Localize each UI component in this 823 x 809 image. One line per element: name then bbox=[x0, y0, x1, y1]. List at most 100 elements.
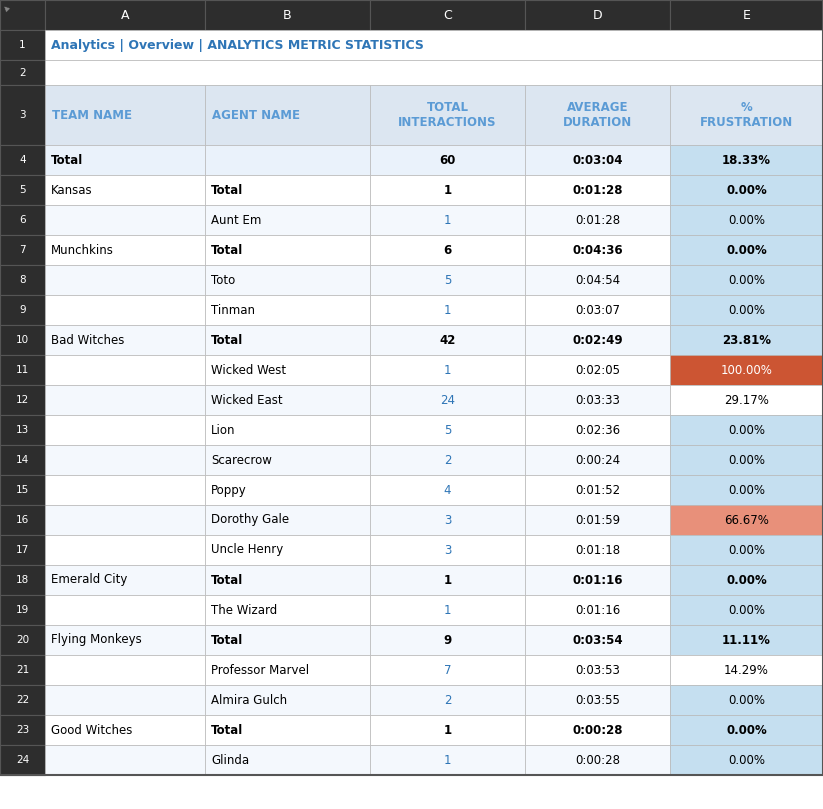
Text: 1: 1 bbox=[444, 604, 451, 616]
Text: 16: 16 bbox=[16, 515, 29, 525]
Bar bbox=[205, 445, 370, 475]
Bar bbox=[45, 355, 205, 385]
Text: 0:00:28: 0:00:28 bbox=[572, 723, 623, 736]
Text: 14.29%: 14.29% bbox=[724, 663, 769, 676]
Text: 0.00%: 0.00% bbox=[726, 723, 767, 736]
Bar bbox=[525, 505, 670, 535]
Bar bbox=[0, 175, 45, 205]
Bar bbox=[0, 85, 45, 145]
Bar bbox=[525, 85, 670, 145]
Bar bbox=[525, 475, 670, 505]
Bar bbox=[670, 0, 823, 30]
Text: 10: 10 bbox=[16, 335, 29, 345]
Bar bbox=[0, 60, 45, 85]
Bar bbox=[0, 205, 45, 235]
Bar bbox=[525, 595, 670, 625]
Bar bbox=[0, 295, 45, 325]
Bar bbox=[205, 85, 370, 145]
Bar bbox=[370, 85, 525, 145]
Text: Professor Marvel: Professor Marvel bbox=[211, 663, 309, 676]
Bar bbox=[45, 745, 205, 775]
Bar bbox=[525, 415, 670, 445]
Bar bbox=[45, 595, 205, 625]
Text: 0:03:04: 0:03:04 bbox=[572, 154, 623, 167]
Bar bbox=[205, 715, 370, 745]
Text: Total: Total bbox=[211, 633, 244, 646]
Text: 0.00%: 0.00% bbox=[728, 484, 765, 497]
Bar bbox=[670, 325, 823, 355]
Bar bbox=[670, 85, 823, 145]
Text: 2: 2 bbox=[444, 693, 451, 706]
Text: 20: 20 bbox=[16, 635, 29, 645]
Bar bbox=[525, 655, 670, 685]
Bar bbox=[0, 445, 45, 475]
Text: 0.00%: 0.00% bbox=[728, 454, 765, 467]
Text: 0.00%: 0.00% bbox=[728, 544, 765, 557]
Bar bbox=[205, 595, 370, 625]
Bar bbox=[205, 535, 370, 565]
Text: 3: 3 bbox=[444, 514, 451, 527]
Text: 100.00%: 100.00% bbox=[721, 363, 773, 376]
Text: 0.00%: 0.00% bbox=[728, 693, 765, 706]
Text: 11: 11 bbox=[16, 365, 29, 375]
Text: Total: Total bbox=[211, 574, 244, 587]
Bar bbox=[525, 355, 670, 385]
Text: 5: 5 bbox=[19, 185, 26, 195]
Text: E: E bbox=[742, 9, 751, 22]
Text: Wicked East: Wicked East bbox=[211, 393, 282, 406]
Text: 29.17%: 29.17% bbox=[724, 393, 769, 406]
Bar bbox=[670, 535, 823, 565]
Bar bbox=[0, 325, 45, 355]
Bar bbox=[370, 385, 525, 415]
Bar bbox=[370, 715, 525, 745]
Bar bbox=[205, 265, 370, 295]
Text: 14: 14 bbox=[16, 455, 29, 465]
Text: 0:03:33: 0:03:33 bbox=[575, 393, 620, 406]
Text: 0.00%: 0.00% bbox=[728, 303, 765, 316]
Bar bbox=[370, 175, 525, 205]
Text: 2: 2 bbox=[444, 454, 451, 467]
Text: 19: 19 bbox=[16, 605, 29, 615]
Bar bbox=[205, 385, 370, 415]
Bar bbox=[0, 0, 45, 30]
Text: AGENT NAME: AGENT NAME bbox=[212, 108, 300, 121]
Text: 0:01:18: 0:01:18 bbox=[575, 544, 620, 557]
Bar bbox=[45, 715, 205, 745]
Text: 0:02:49: 0:02:49 bbox=[572, 333, 623, 346]
Bar bbox=[670, 385, 823, 415]
Bar bbox=[370, 685, 525, 715]
Bar bbox=[370, 295, 525, 325]
Bar bbox=[205, 355, 370, 385]
Bar bbox=[525, 625, 670, 655]
Text: 1: 1 bbox=[444, 214, 451, 227]
Bar bbox=[525, 175, 670, 205]
Text: B: B bbox=[283, 9, 292, 22]
Text: D: D bbox=[593, 9, 602, 22]
Bar bbox=[45, 565, 205, 595]
Bar bbox=[0, 715, 45, 745]
Text: 23.81%: 23.81% bbox=[722, 333, 771, 346]
Text: 0:01:28: 0:01:28 bbox=[572, 184, 623, 197]
Bar bbox=[0, 565, 45, 595]
Bar bbox=[670, 745, 823, 775]
Bar bbox=[525, 145, 670, 175]
Bar bbox=[0, 235, 45, 265]
Bar bbox=[670, 295, 823, 325]
Bar bbox=[525, 235, 670, 265]
Bar bbox=[0, 505, 45, 535]
Bar bbox=[370, 655, 525, 685]
Bar bbox=[45, 535, 205, 565]
Text: 0:01:28: 0:01:28 bbox=[575, 214, 620, 227]
Bar bbox=[45, 175, 205, 205]
Bar bbox=[670, 475, 823, 505]
Text: 0.00%: 0.00% bbox=[728, 423, 765, 437]
Bar bbox=[370, 355, 525, 385]
Bar bbox=[45, 325, 205, 355]
Bar bbox=[525, 0, 670, 30]
Text: 1: 1 bbox=[444, 723, 452, 736]
Text: Total: Total bbox=[211, 333, 244, 346]
Bar bbox=[525, 535, 670, 565]
Bar bbox=[525, 715, 670, 745]
Bar bbox=[0, 745, 45, 775]
Text: 6: 6 bbox=[19, 215, 26, 225]
